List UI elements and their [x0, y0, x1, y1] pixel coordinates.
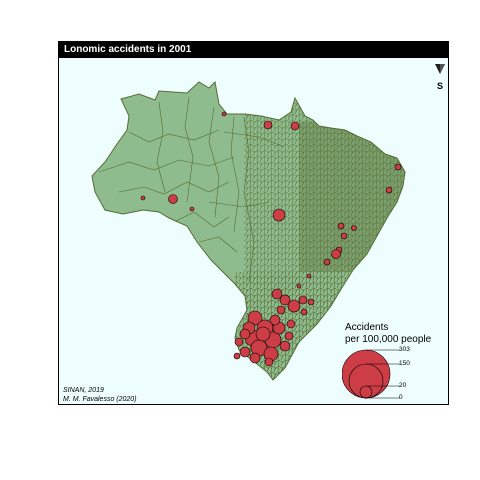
map-panel: Lonomic accidents in 2001	[58, 41, 449, 405]
accident-bubble	[296, 283, 302, 289]
accident-bubble	[337, 222, 345, 230]
accident-bubble	[331, 249, 341, 259]
accident-bubble	[351, 225, 357, 231]
accident-bubble	[233, 352, 241, 360]
accident-bubbles	[140, 111, 402, 367]
source-line1: SINAN, 2019	[63, 387, 104, 394]
accident-bubble	[306, 273, 312, 279]
legend-circle-20	[359, 385, 373, 399]
accident-bubble	[269, 314, 281, 326]
north-arrow-icon	[435, 64, 445, 74]
accident-bubble	[290, 121, 300, 131]
accident-bubble	[239, 328, 251, 340]
accident-bubble	[140, 195, 146, 201]
legend-label-303: 303	[399, 346, 410, 353]
accident-bubble	[279, 294, 291, 306]
accident-bubble	[168, 194, 178, 204]
accident-bubble	[287, 299, 301, 313]
accident-bubble	[286, 319, 296, 329]
legend-label-0: 0	[399, 394, 403, 401]
north-label: S	[436, 81, 443, 91]
accident-bubble	[247, 310, 263, 326]
legend-title: Accidents per 100,000 people	[345, 322, 431, 346]
north-arrow: S	[434, 62, 446, 91]
accident-bubble	[323, 258, 331, 266]
accident-bubble	[272, 208, 286, 222]
accident-bubble	[189, 206, 195, 212]
accident-bubble	[394, 163, 402, 171]
accident-bubble	[264, 357, 274, 367]
accident-bubble	[255, 326, 271, 342]
accident-bubble	[307, 298, 315, 306]
accident-bubble	[239, 346, 251, 358]
source-credit: SINAN, 2019 M. M. Favalesso (2020)	[63, 386, 137, 404]
accident-bubble	[276, 305, 286, 315]
accident-bubble	[271, 288, 283, 300]
source-line2: M. M. Favalesso (2020)	[63, 396, 137, 403]
accident-bubble	[279, 340, 291, 352]
legend-title-line1: Accidents	[345, 322, 389, 333]
title-bar: Lonomic accidents in 2001	[59, 42, 448, 58]
accident-bubble	[385, 186, 393, 194]
legend-label-150: 150	[399, 360, 410, 367]
map-title: Lonomic accidents in 2001	[64, 44, 192, 55]
legend-symbols	[342, 349, 400, 399]
brazil-map	[91, 80, 406, 381]
accident-bubble	[300, 308, 308, 316]
accident-bubble	[234, 337, 244, 347]
accident-bubble	[249, 352, 261, 364]
accident-bubble	[263, 120, 273, 130]
legend-title-line2: per 100,000 people	[345, 334, 432, 345]
accident-bubble	[298, 295, 308, 305]
accident-bubble	[284, 331, 294, 341]
legend-label-20: 20	[399, 382, 407, 389]
accident-bubble	[340, 232, 348, 240]
accident-bubble	[221, 111, 227, 117]
